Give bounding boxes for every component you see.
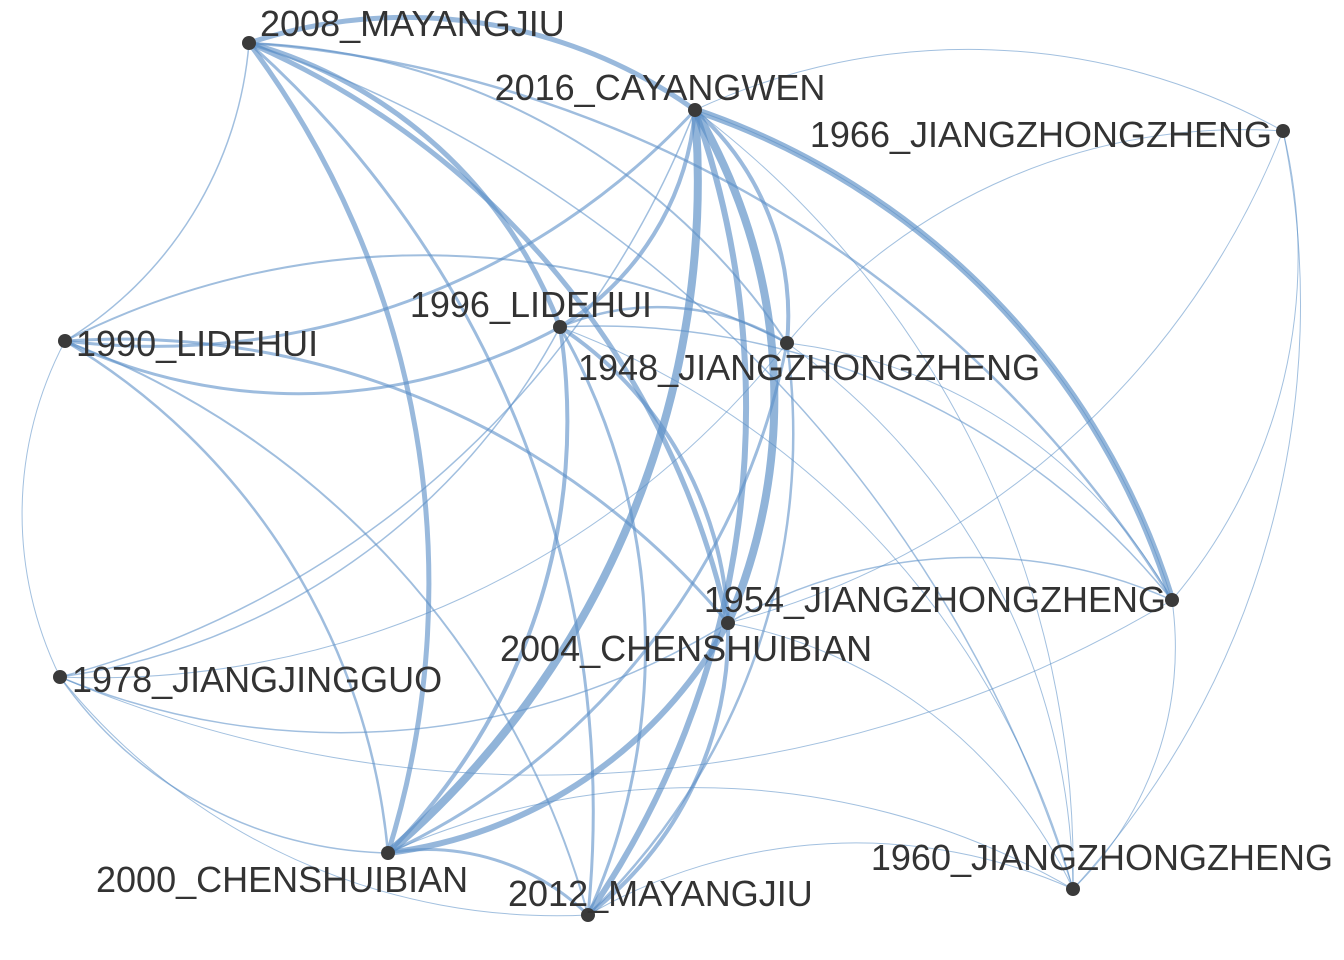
edge-1948_JIANGZHONGZHENG-2000_CHENSHUIBIAN bbox=[386, 341, 789, 855]
node-label: 1978_JIANGJINGGUO bbox=[72, 659, 442, 700]
node-dot bbox=[242, 36, 256, 50]
edge-2008_MAYANGJIU-1960_JIANGZHONGZHENG bbox=[248, 42, 1074, 890]
edge-2004_CHENSHUIBIAN-2012_MAYANGJIU bbox=[586, 621, 731, 917]
edge-2004_CHENSHUIBIAN-1978_JIANGJINGGUO bbox=[59, 622, 729, 734]
node-1948_JIANGZHONGZHENG: 1948_JIANGZHONGZHENG bbox=[578, 336, 1040, 388]
edge-1948_JIANGZHONGZHENG-1954_JIANGZHONGZHENG bbox=[786, 342, 1173, 601]
edge-1996_LIDEHUI-1990_LIDEHUI bbox=[63, 325, 562, 396]
node-dot bbox=[1165, 593, 1179, 607]
edge-1966_JIANGZHONGZHENG-1960_JIANGZHONGZHENG bbox=[1072, 130, 1301, 890]
edge-2008_MAYANGJIU-2000_CHENSHUIBIAN bbox=[246, 40, 432, 856]
edge-1948_JIANGZHONGZHENG-1960_JIANGZHONGZHENG bbox=[786, 342, 1074, 890]
edge-2004_CHENSHUIBIAN-2000_CHENSHUIBIAN bbox=[385, 620, 731, 856]
edge-1948_JIANGZHONGZHENG-1966_JIANGZHONGZHENG bbox=[786, 129, 1284, 344]
edge-2004_CHENSHUIBIAN-1960_JIANGZHONGZHENG bbox=[727, 622, 1074, 890]
node-dot bbox=[1066, 882, 1080, 896]
node-dot bbox=[53, 670, 67, 684]
edge-1996_LIDEHUI-2000_CHENSHUIBIAN bbox=[386, 325, 570, 855]
edge-2016_CAYANGWEN-1948_JIANGZHONGZHENG bbox=[693, 108, 791, 345]
edge-1954_JIANGZHONGZHENG-1978_JIANGJINGGUO bbox=[59, 599, 1173, 776]
edge-2016_CAYANGWEN-2012_MAYANGJIU bbox=[585, 107, 750, 918]
node-label: 1960_JIANGZHONGZHENG bbox=[871, 837, 1333, 878]
edge-1990_LIDEHUI-1948_JIANGZHONGZHENG bbox=[64, 254, 788, 344]
edge-2008_MAYANGJIU-2016_CAYANGWEN bbox=[246, 14, 698, 113]
edge-2016_CAYANGWEN-1960_JIANGZHONGZHENG bbox=[694, 109, 1074, 890]
edge-2016_CAYANGWEN-2000_CHENSHUIBIAN bbox=[384, 106, 702, 857]
node-2008_MAYANGJIU: 2008_MAYANGJIU bbox=[242, 3, 565, 50]
edge-2000_CHENSHUIBIAN-1978_JIANGJINGGUO bbox=[59, 676, 389, 854]
edge-1990_LIDEHUI-2000_CHENSHUIBIAN bbox=[63, 339, 390, 855]
node-dot bbox=[688, 103, 702, 117]
node-label: 1948_JIANGZHONGZHENG bbox=[578, 347, 1040, 388]
node-label: 2004_CHENSHUIBIAN bbox=[500, 628, 872, 669]
node-label: 2008_MAYANGJIU bbox=[260, 3, 565, 44]
edge-1966_JIANGZHONGZHENG-2004_CHENSHUIBIAN bbox=[727, 130, 1284, 624]
edge-2008_MAYANGJIU-1990_LIDEHUI bbox=[64, 42, 250, 342]
edge-1948_JIANGZHONGZHENG-2012_MAYANGJIU bbox=[586, 341, 795, 917]
edge-1996_LIDEHUI-1960_JIANGZHONGZHENG bbox=[559, 326, 1074, 890]
edge-1996_LIDEHUI-1954_JIANGZHONGZHENG bbox=[559, 325, 1173, 601]
node-1954_JIANGZHONGZHENG: 1954_JIANGZHONGZHENG bbox=[704, 579, 1179, 620]
edge-1996_LIDEHUI-1978_JIANGJINGGUO bbox=[59, 326, 561, 678]
node-2016_CAYANGWEN: 2016_CAYANGWEN bbox=[495, 67, 826, 117]
node-2000_CHENSHUIBIAN: 2000_CHENSHUIBIAN bbox=[96, 846, 468, 900]
edges-layer bbox=[21, 14, 1301, 918]
edge-2016_CAYANGWEN-1990_LIDEHUI bbox=[63, 108, 697, 348]
edge-2008_MAYANGJIU-2004_CHENSHUIBIAN bbox=[246, 40, 731, 626]
nodes-layer: 2008_MAYANGJIU 2016_CAYANGWEN 1966_JIANGZH… bbox=[53, 3, 1333, 922]
node-dot bbox=[721, 616, 735, 630]
node-1966_JIANGZHONGZHENG: 1966_JIANGZHONGZHENG bbox=[810, 114, 1290, 155]
edge-2004_CHENSHUIBIAN-1954_JIANGZHONGZHENG bbox=[727, 556, 1173, 624]
node-label: 1996_LIDEHUI bbox=[410, 284, 652, 325]
edge-2012_MAYANGJIU-1960_JIANGZHONGZHENG bbox=[587, 842, 1074, 916]
node-label: 1954_JIANGZHONGZHENG bbox=[704, 579, 1166, 620]
node-1960_JIANGZHONGZHENG: 1960_JIANGZHONGZHENG bbox=[871, 837, 1333, 896]
node-dot bbox=[58, 334, 72, 348]
node-label: 2012_MAYANGJIU bbox=[508, 873, 813, 914]
node-label: 2000_CHENSHUIBIAN bbox=[96, 859, 468, 900]
edge-2016_CAYANGWEN-1978_JIANGJINGGUO bbox=[59, 109, 696, 678]
node-1990_LIDEHUI: 1990_LIDEHUI bbox=[58, 323, 318, 364]
edge-1948_JIANGZHONGZHENG-1978_JIANGJINGGUO bbox=[59, 342, 788, 679]
node-2012_MAYANGJIU: 2012_MAYANGJIU bbox=[508, 873, 813, 922]
node-dot bbox=[381, 846, 395, 860]
node-dot bbox=[553, 320, 567, 334]
node-1978_JIANGJINGGUO: 1978_JIANGJINGGUO bbox=[53, 659, 442, 700]
edge-1996_LIDEHUI-2012_MAYANGJIU bbox=[558, 325, 647, 917]
node-label: 1990_LIDEHUI bbox=[76, 323, 318, 364]
node-1996_LIDEHUI: 1996_LIDEHUI bbox=[410, 284, 652, 334]
edge-2012_MAYANGJIU-1978_JIANGJINGGUO bbox=[59, 676, 589, 917]
edge-1990_LIDEHUI-2004_CHENSHUIBIAN bbox=[63, 337, 730, 625]
node-label: 1966_JIANGZHONGZHENG bbox=[810, 114, 1272, 155]
node-2004_CHENSHUIBIAN: 2004_CHENSHUIBIAN bbox=[500, 616, 872, 669]
edge-2000_CHENSHUIBIAN-2012_MAYANGJIU bbox=[386, 848, 590, 917]
edge-2000_CHENSHUIBIAN-1960_JIANGZHONGZHENG bbox=[387, 787, 1074, 890]
edge-1966_JIANGZHONGZHENG-1954_JIANGZHONGZHENG bbox=[1171, 130, 1299, 601]
node-dot bbox=[1276, 124, 1290, 138]
edge-2016_CAYANGWEN-1954_JIANGZHONGZHENG bbox=[694, 109, 1173, 601]
node-label: 2016_CAYANGWEN bbox=[495, 67, 826, 108]
edge-2008_MAYANGJIU-1996_LIDEHUI bbox=[246, 40, 563, 330]
node-dot bbox=[780, 336, 794, 350]
edge-2016_CAYANGWEN-2004_CHENSHUIBIAN bbox=[691, 106, 779, 627]
edge-2016_CAYANGWEN-1996_LIDEHUI bbox=[558, 108, 697, 329]
edge-1996_LIDEHUI-2004_CHENSHUIBIAN bbox=[558, 325, 730, 625]
edge-1978_JIANGJINGGUO-1990_LIDEHUI bbox=[21, 340, 66, 678]
edge-2008_MAYANGJIU-1954_JIANGZHONGZHENG bbox=[247, 41, 1174, 602]
edge-2016_CAYANGWEN-1966_JIANGZHONGZHENG bbox=[694, 48, 1284, 132]
edge-1954_JIANGZHONGZHENG-1960_JIANGZHONGZHENG bbox=[1072, 599, 1176, 890]
node-dot bbox=[581, 908, 595, 922]
